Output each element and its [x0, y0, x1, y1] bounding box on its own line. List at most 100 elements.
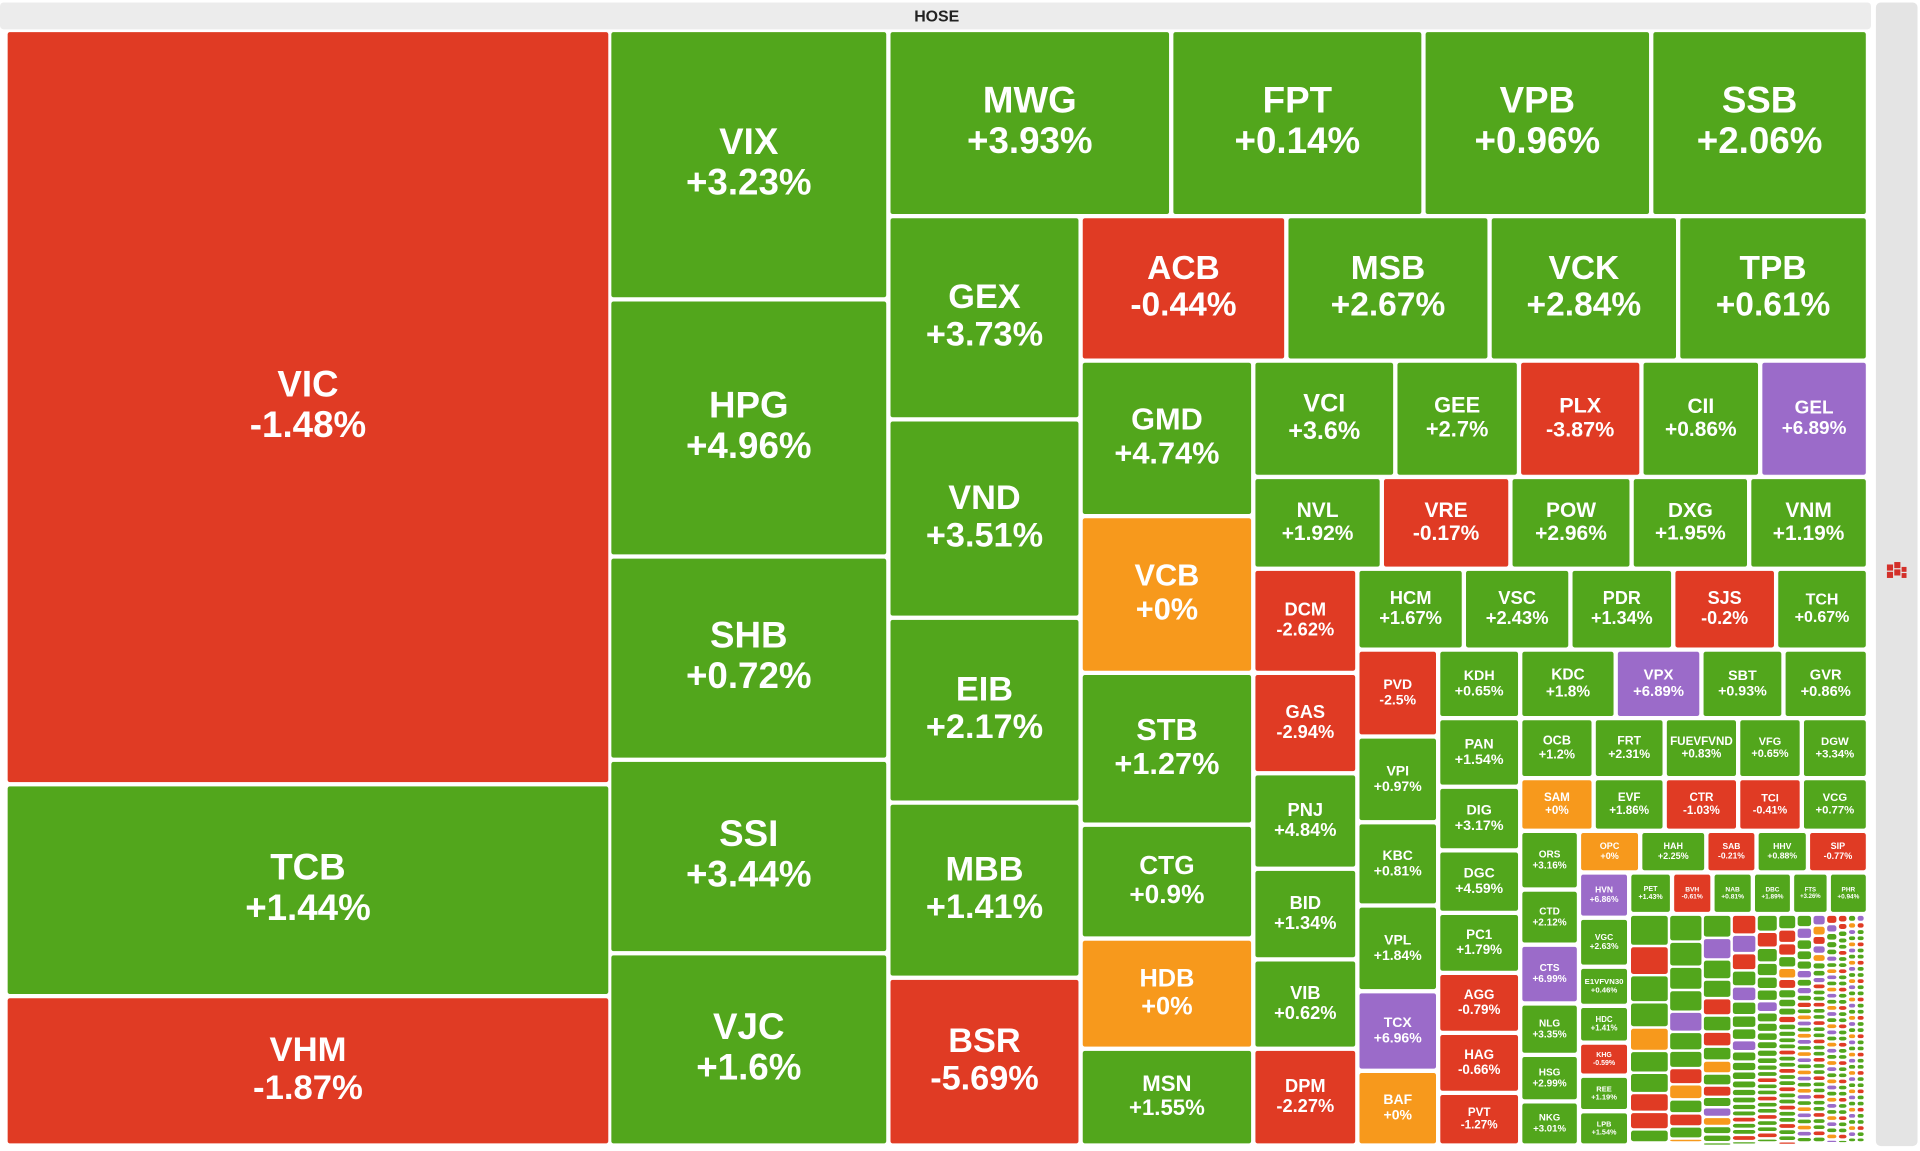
small-tile [1857, 948, 1864, 953]
small-tile [1732, 1104, 1756, 1110]
small-tile [1857, 954, 1864, 959]
small-tile [1813, 1106, 1825, 1111]
tile-change: +3.73% [926, 316, 1043, 354]
small-tile [1813, 1064, 1825, 1068]
small-tile [1827, 1067, 1837, 1071]
small-tile [1857, 1089, 1864, 1094]
small-tile [1670, 1100, 1702, 1113]
small-tile [1631, 1052, 1668, 1072]
small-tile [1757, 1127, 1777, 1132]
tile-symbol: NAB [1725, 886, 1740, 893]
small-tile [1838, 951, 1847, 955]
tile [1580, 1044, 1628, 1075]
tile-symbol: AGG [1464, 987, 1495, 1002]
tile-change: +0% [1545, 804, 1569, 817]
tile-symbol: DCM [1285, 599, 1327, 620]
small-tile [1732, 1130, 1756, 1134]
tile [1521, 891, 1578, 944]
tiles: VIC-1.48%TCB+1.44%VHM-1.87%VIX+3.23%HPG+… [7, 31, 1867, 1144]
tile-symbol: DIG [1467, 802, 1492, 818]
tile-change: +1.84% [1374, 947, 1422, 963]
small-tile [1631, 947, 1668, 974]
tile [1580, 919, 1628, 966]
tile-symbol: FTS [1805, 888, 1816, 894]
tile-change: +1.41% [1591, 1024, 1618, 1033]
tile-symbol: MSN [1142, 1071, 1191, 1096]
tile [1254, 870, 1356, 958]
small-tile [1757, 1033, 1777, 1040]
small-tile [1827, 993, 1837, 998]
tile [1254, 960, 1356, 1048]
small-tile [1757, 1096, 1777, 1101]
small-tile [1857, 960, 1864, 965]
small-tile [1757, 1115, 1777, 1119]
small-tile [1857, 1065, 1864, 1069]
tile [1465, 570, 1569, 649]
small-tile [1757, 1002, 1777, 1012]
small-tile [1779, 930, 1796, 942]
small-tile [1797, 1125, 1812, 1130]
small-tile [1797, 1058, 1812, 1063]
tile [1254, 1050, 1356, 1144]
tile [1254, 674, 1356, 772]
small-tile [1838, 1006, 1847, 1010]
small-tile [1757, 1090, 1777, 1095]
tile [1511, 478, 1631, 568]
small-tile [1732, 1002, 1756, 1015]
tile [1082, 1050, 1252, 1144]
small-tile [1848, 1077, 1856, 1081]
small-tile [1838, 987, 1847, 992]
tile-change: +4.84% [1274, 819, 1336, 840]
small-tile [1838, 1049, 1847, 1053]
tile-symbol: MBB [945, 850, 1023, 888]
tile [1082, 217, 1285, 360]
tile [1630, 873, 1671, 913]
small-tile [1732, 1097, 1756, 1103]
small-tile [1827, 934, 1837, 940]
small-tile [1797, 1137, 1812, 1142]
small-tile [1779, 1038, 1796, 1043]
small-tile [1732, 1111, 1756, 1116]
tile-change: +0.61% [1716, 287, 1831, 324]
tile-symbol: HHV [1773, 841, 1792, 851]
small-tile [1732, 1041, 1756, 1051]
tile-change: +0.93% [1718, 683, 1767, 699]
small-tile [1732, 1029, 1756, 1039]
tile-symbol: OPC [1600, 841, 1620, 851]
tile-change: +0.86% [1801, 684, 1851, 700]
tile-symbol: VND [948, 479, 1020, 517]
small-tile [1779, 980, 1796, 988]
small-tile [1757, 1078, 1777, 1083]
tile [1595, 719, 1664, 777]
tile-symbol: VJC [713, 1006, 784, 1047]
tile-change: +2.06% [1697, 120, 1823, 161]
tile-change: +0.65% [1455, 683, 1504, 699]
small-tile [1848, 1016, 1856, 1020]
tile-change: +1.86% [1609, 804, 1649, 817]
tile [1580, 1007, 1628, 1042]
small-tile [1797, 1070, 1812, 1075]
small-tile [1797, 1119, 1812, 1124]
small-tile [1857, 973, 1864, 977]
small-tile [1857, 979, 1864, 983]
tile-symbol: HPG [709, 384, 789, 425]
tile-symbol: E1VFVN30 [1585, 977, 1624, 986]
small-tile [1797, 1082, 1812, 1087]
tile-symbol: NKG [1539, 1113, 1560, 1124]
small-tile [1631, 1003, 1668, 1027]
small-tile [1838, 1012, 1847, 1016]
small-tile [1848, 979, 1856, 983]
small-tile [1813, 1039, 1825, 1044]
small-tile [1670, 942, 1702, 966]
small-tile [1813, 1125, 1825, 1130]
small-tile [1827, 1110, 1837, 1114]
small-tile [1797, 951, 1812, 960]
small-tile [1838, 1055, 1847, 1059]
tile [1439, 788, 1519, 849]
tile-symbol: STB [1136, 712, 1197, 747]
small-tile [1757, 1133, 1777, 1138]
tile-symbol: SAM [1544, 791, 1570, 804]
small-tile [1703, 1086, 1731, 1096]
tile [1617, 651, 1700, 717]
small-tile [1732, 954, 1756, 970]
